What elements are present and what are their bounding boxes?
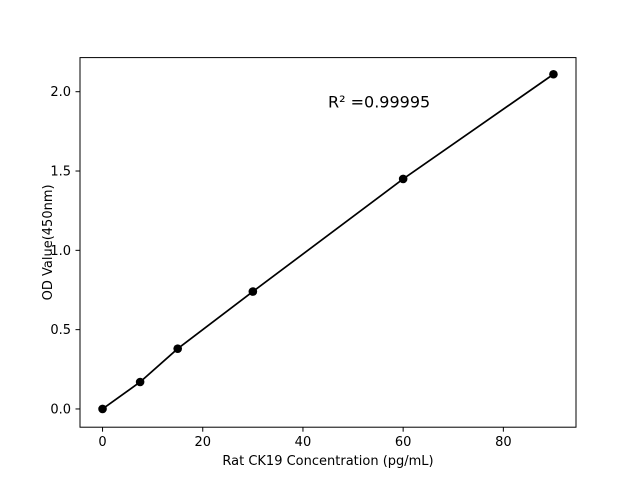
r-squared-annotation: R² =0.99995 — [328, 93, 430, 112]
y-tick-label: 1.0 — [50, 244, 71, 259]
y-tick-label: 2.0 — [50, 85, 71, 100]
y-tick-label: 0.5 — [50, 323, 71, 338]
data-point — [135, 377, 145, 387]
x-tick-label: 80 — [495, 435, 512, 450]
data-point — [173, 344, 182, 353]
y-axis-label: OD Value(450nm) — [41, 184, 56, 300]
x-tick-label: 40 — [295, 435, 312, 450]
data-point — [549, 69, 558, 79]
y-tick-label: 1.5 — [50, 165, 71, 180]
data-point — [248, 287, 258, 296]
y-tick-label: 0.0 — [50, 402, 71, 417]
x-tick-label: 0 — [98, 435, 106, 450]
x-tick-label: 20 — [194, 435, 211, 450]
x-axis-label: Rat CK19 Concentration (pg/mL) — [222, 454, 433, 469]
standard-curve-line — [101, 73, 555, 410]
plot-frame — [79, 57, 577, 428]
data-point — [98, 404, 107, 414]
data-point — [398, 174, 408, 184]
x-tick-label: 60 — [395, 435, 412, 450]
